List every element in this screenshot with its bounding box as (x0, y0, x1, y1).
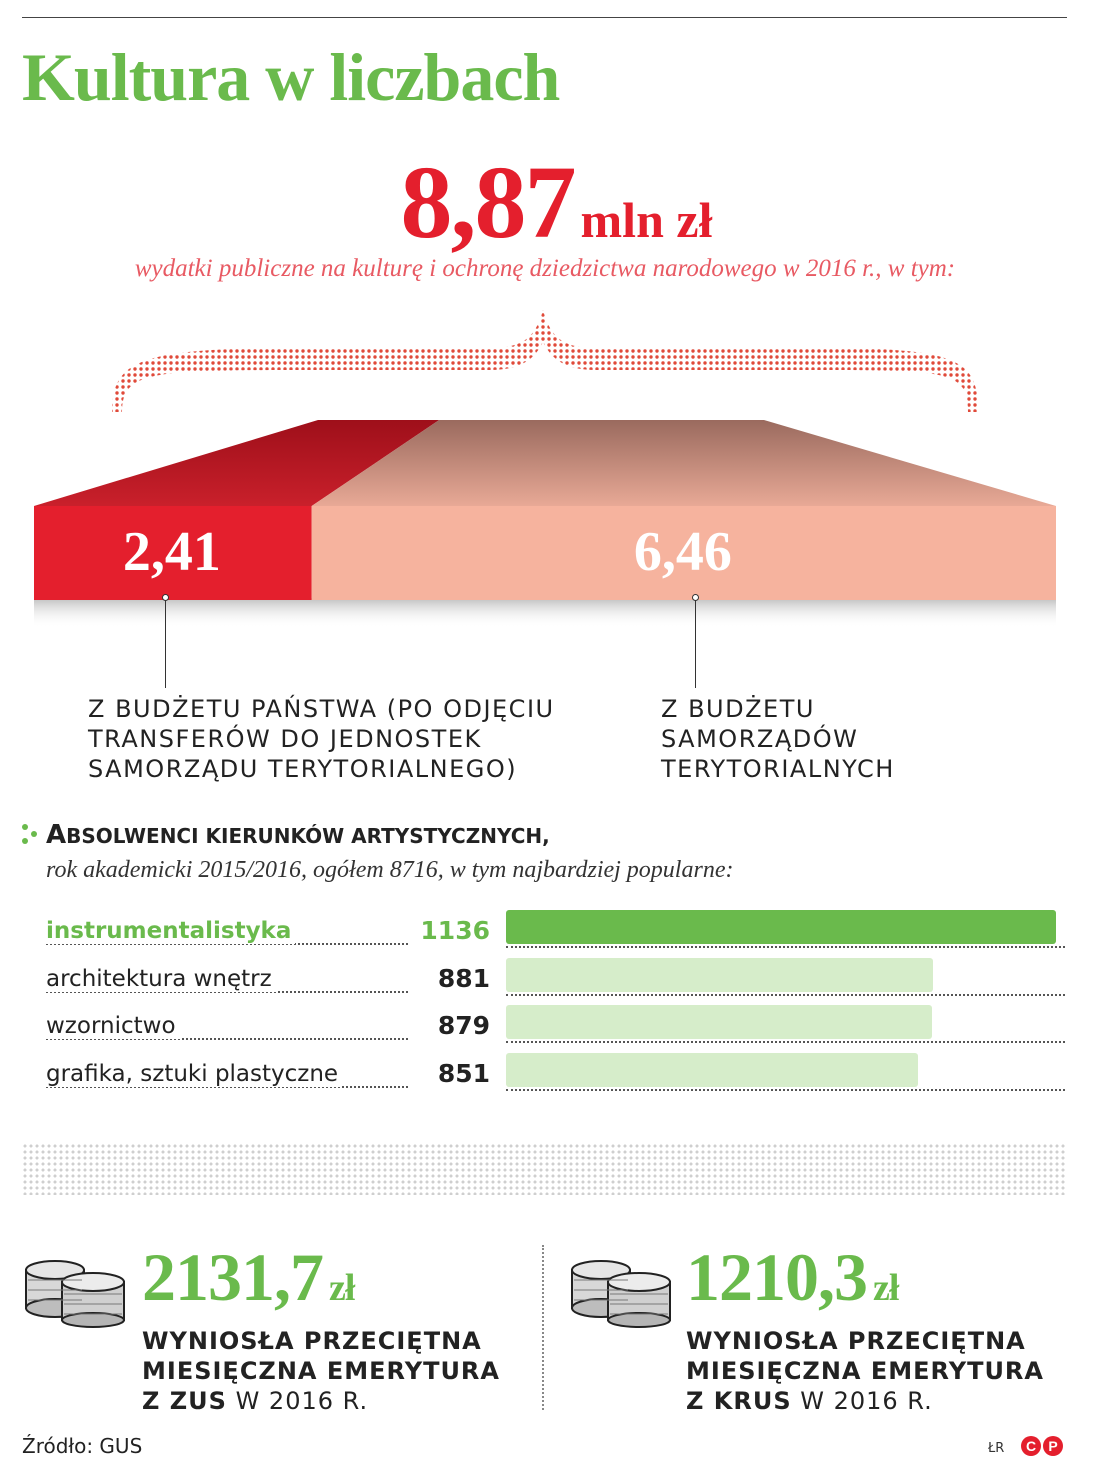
graduates-category-label: wzornictwo (46, 1013, 180, 1039)
pension-krus-unit: zł (873, 1267, 899, 1309)
total-caption: wydatki publiczne na kulturę i ochronę d… (134, 255, 956, 282)
leader-line-local (695, 600, 696, 688)
graduates-bar (506, 1052, 919, 1087)
cp-logo-icon: C P (1021, 1436, 1063, 1456)
svg-text:C: C (1026, 1438, 1036, 1454)
pension-zus-amount: 2131,7 zł (142, 1238, 355, 1317)
graduates-bar (506, 910, 1056, 944)
column-divider (542, 1245, 544, 1410)
pension-krus-caption: WYNIOSŁA PRZECIĘTNA MIESIĘCZNA EMERYTURA… (686, 1326, 1044, 1416)
label-state-line: SAMORZĄDU TERYTORIALNEGO) (88, 755, 518, 783)
graduates-value-label: 851 (410, 1058, 490, 1088)
row-leader-dots (46, 943, 488, 945)
bar-baseline-dots (506, 1088, 1065, 1091)
pension-krus-year: W 2016 R. (791, 1387, 933, 1415)
graduates-title-rest: bsolwenci kierunków artystycznych, (66, 824, 550, 848)
graduates-title: Absolwenci kierunków artystycznych, (46, 820, 550, 850)
graduates-value-label: 1136 (410, 916, 490, 945)
author-initials: ŁR (988, 1441, 1005, 1456)
graduates-title-initial: A (46, 820, 67, 850)
budget-bar-chart (34, 420, 1056, 628)
colon-dots-icon (22, 824, 37, 844)
total-value: 8,87 (400, 145, 577, 260)
dotted-separator-band (22, 1143, 1067, 1195)
pension-krus-amount: 1210,3 zł (686, 1238, 899, 1317)
coins-icon (25, 1260, 125, 1328)
page-title: Kultura w liczbach (22, 39, 560, 115)
pension-krus-fund: Z KRUS (686, 1387, 792, 1415)
pension-zus-value: 2131,7 (142, 1239, 324, 1315)
bar-baseline-dots (506, 1041, 1065, 1043)
bar-shadow (34, 598, 1056, 628)
row-leader-dots (46, 1038, 488, 1040)
row-leader-dots (46, 1085, 488, 1088)
label-local-line: SAMORZĄDÓW (661, 725, 859, 753)
row-leader-dots (46, 990, 488, 993)
label-local-budget: Z BUDŻETU SAMORZĄDÓW TERYTORIALNYCH (661, 694, 895, 784)
pension-krus-line: WYNIOSŁA PRZECIĘTNA (686, 1327, 1026, 1355)
graduates-subtitle: rok akademicki 2015/2016, ogółem 8716, w… (46, 857, 734, 883)
bar-value-local: 6,46 (633, 521, 732, 583)
bar-baseline-dots (506, 993, 1065, 996)
label-local-line: TERYTORIALNYCH (661, 755, 895, 783)
coins-icon (571, 1260, 671, 1328)
bar-segment-local (311, 506, 1056, 600)
leader-dot-local (692, 594, 699, 601)
bar-top-state (34, 420, 440, 506)
graduates-value-label: 879 (410, 1011, 490, 1040)
label-local-line: Z BUDŻETU (661, 695, 815, 723)
label-state-line: TRANSFERÓW DO JEDNOSTEK (88, 725, 482, 753)
label-state-budget: Z BUDŻETU PAŃSTWA (PO ODJĘCIU TRANSFERÓW… (88, 694, 555, 784)
pension-zus-year: W 2016 R. (226, 1387, 369, 1415)
total-heading: 8,87 mln zł (0, 143, 1113, 262)
graduates-category-label: grafika, sztuki plastyczne (46, 1060, 343, 1087)
leader-dot-state (162, 594, 169, 601)
svg-text:P: P (1048, 1438, 1057, 1454)
brace-graphic (112, 310, 978, 412)
pension-zus-line: MIESIĘCZNA EMERYTURA (142, 1357, 500, 1385)
graduates-bar (506, 957, 933, 992)
pension-krus-value: 1210,3 (686, 1239, 868, 1315)
graduates-category-label: instrumentalistyka (46, 918, 296, 944)
total-unit: mln zł (580, 192, 713, 248)
graduates-bar (506, 1005, 932, 1039)
bar-value-state: 2,41 (122, 521, 221, 583)
pension-zus-unit: zł (329, 1267, 355, 1309)
pension-zus-caption: WYNIOSŁA PRZECIĘTNA MIESIĘCZNA EMERYTURA… (142, 1326, 500, 1416)
bar-segment-state (34, 506, 312, 600)
graduates-value-label: 881 (410, 963, 490, 993)
pension-zus-fund: Z ZUS (142, 1387, 227, 1415)
bar-baseline-dots (506, 946, 1065, 948)
top-rule (22, 17, 1067, 18)
pension-krus-line: MIESIĘCZNA EMERYTURA (686, 1357, 1044, 1385)
pension-zus-line: WYNIOSŁA PRZECIĘTNA (142, 1327, 482, 1355)
leader-line-state (165, 600, 166, 688)
label-state-line: Z BUDŻETU PAŃSTWA (PO ODJĘCIU (88, 695, 555, 723)
source-note: Źródło: GUS (22, 1434, 143, 1458)
graduates-category-label: architektura wnętrz (46, 965, 276, 992)
bar-top-local (311, 420, 1056, 506)
